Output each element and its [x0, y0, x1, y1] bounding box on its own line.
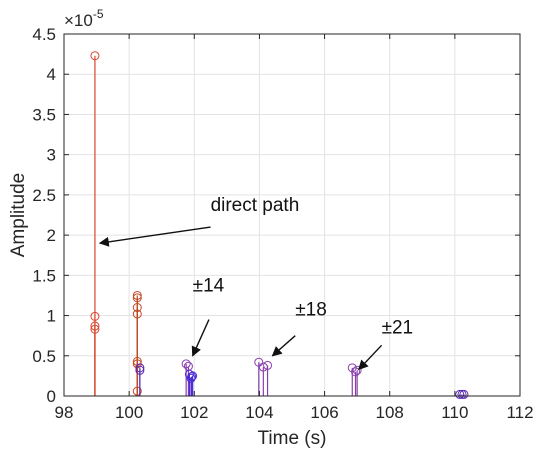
plot-background	[64, 34, 520, 396]
stem-marker	[90, 51, 100, 61]
y-axis-label: Amplitude	[8, 173, 29, 258]
stem-marker	[254, 357, 264, 367]
stem-marker	[351, 367, 361, 377]
stem-marker	[132, 293, 142, 303]
y-exponent-power: -5	[93, 7, 104, 21]
annotations: direct path ±14 ±18 ±21	[98, 195, 414, 371]
stem-marker	[181, 359, 191, 369]
x-tick-label: 112	[506, 403, 533, 422]
y-tick-label: 3	[47, 146, 56, 165]
stem-marker	[459, 389, 469, 399]
stem-marker	[132, 309, 142, 319]
stem-marker	[132, 303, 142, 313]
y-tick-label: 2.5	[32, 186, 56, 205]
stem-marker	[352, 365, 362, 375]
stem-marker	[90, 311, 100, 321]
y-tick-label: 0	[47, 387, 56, 406]
annotation-arrow	[271, 335, 296, 357]
annotation-arrow	[191, 319, 210, 357]
x-tick-label: 110	[441, 403, 468, 422]
x-tick-label: 100	[115, 403, 143, 422]
x-axis-label: Time (s)	[258, 428, 327, 449]
ticks: 98 100 102 104 106 108 110 112 0 0.5 1 1.5 2 2.5 3 3.5 4…	[32, 25, 533, 422]
x-tick-label: 98	[55, 403, 74, 422]
x-tick-label: 102	[180, 403, 208, 422]
y-tick-label: 4.5	[32, 25, 56, 44]
y-tick-label: 3.5	[32, 105, 56, 124]
y-tick-label: 2	[47, 226, 56, 245]
stem-marker	[132, 386, 142, 396]
y-tick-label: 1	[47, 307, 56, 326]
y-exponent-base: ×10	[64, 11, 93, 30]
annotation-label: direct path	[211, 195, 300, 216]
annotation-label: ±21	[382, 317, 414, 338]
y-tick-label: 0.5	[32, 347, 56, 366]
stem-marker	[188, 371, 198, 381]
stem-marker	[135, 365, 145, 375]
annotation-arrow	[358, 344, 383, 371]
stems	[90, 51, 469, 399]
stem-marker	[186, 373, 196, 383]
plot-frame	[63, 33, 521, 397]
x-tick-label: 104	[245, 403, 273, 422]
y-tick-label: 1.5	[32, 266, 56, 285]
x-tick-label: 106	[310, 403, 338, 422]
y-exponent-label: ×10-5	[64, 7, 104, 30]
annotation-arrow	[98, 226, 211, 247]
annotation-label: ±18	[295, 300, 327, 321]
annotation-label: ±14	[193, 275, 225, 296]
stem-marker	[90, 324, 100, 334]
x-tick-label: 108	[376, 403, 404, 422]
y-tick-label: 4	[47, 65, 56, 84]
stem-marker	[263, 360, 273, 370]
